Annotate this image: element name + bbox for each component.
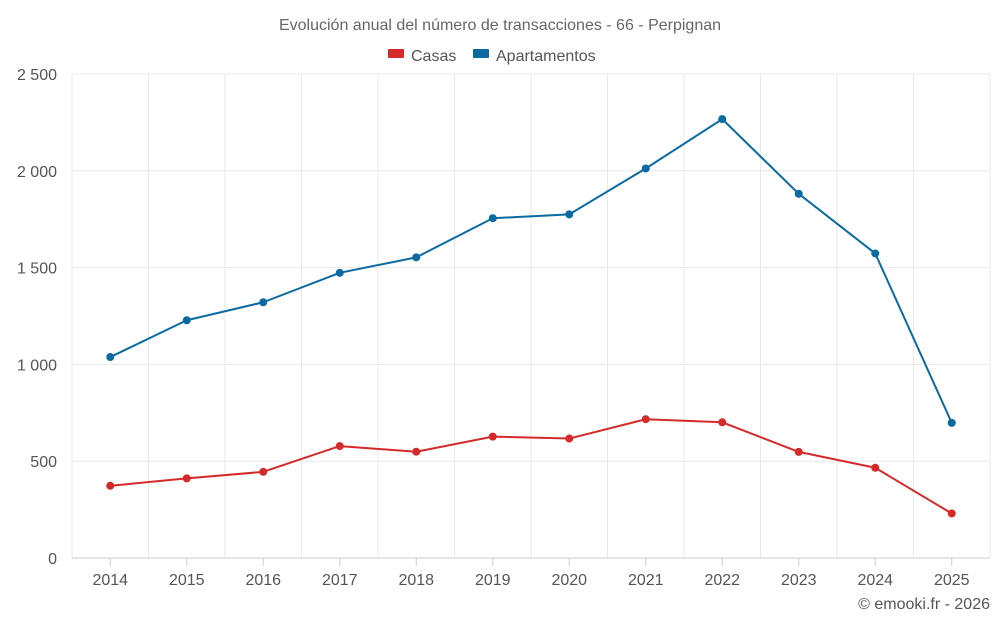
x-tick-label: 2015	[169, 572, 205, 589]
x-tick-label: 2023	[781, 572, 817, 589]
legend-item-apartamentos[interactable]: Apartamentos	[473, 48, 596, 65]
chart-title: Evolución anual del número de transaccio…	[279, 17, 721, 34]
x-tick-label: 2018	[398, 572, 434, 589]
series-line-casas	[109, 418, 953, 515]
data-point-casas[interactable]	[106, 481, 115, 490]
x-tick-label: 2025	[934, 572, 970, 589]
y-tick-label: 2 500	[17, 67, 57, 84]
data-point-casas[interactable]	[335, 442, 344, 451]
y-tick-label: 0	[48, 551, 57, 568]
data-point-casas[interactable]	[565, 434, 574, 443]
credit-text: © emooki.fr - 2026	[858, 596, 990, 613]
y-axis-ticks: 0 500 1 000 1 500 2 000 2 500	[17, 67, 57, 568]
x-axis-ticks: 2014 2015 2016 2017 2018 2019 2020 2021 2022 2023…	[92, 558, 970, 589]
x-tick-label: 2022	[704, 572, 740, 589]
data-point-casas[interactable]	[947, 509, 956, 518]
legend-swatch-apartamentos	[473, 49, 489, 58]
x-tick-label: 2024	[857, 572, 893, 589]
data-point-apartamentos[interactable]	[794, 189, 803, 198]
data-point-apartamentos[interactable]	[718, 115, 727, 124]
x-tick-label: 2016	[245, 572, 281, 589]
y-tick-label: 2 000	[17, 164, 57, 181]
x-gridlines	[71, 74, 991, 558]
x-tick-label: 2021	[628, 572, 664, 589]
data-point-apartamentos[interactable]	[641, 164, 650, 173]
data-point-casas[interactable]	[718, 418, 727, 427]
data-point-casas[interactable]	[259, 467, 268, 476]
data-point-casas[interactable]	[641, 415, 650, 424]
series-line-apartamentos	[109, 118, 953, 424]
data-point-casas[interactable]	[412, 447, 421, 456]
x-tick-label: 2017	[322, 572, 358, 589]
legend[interactable]: Casas Apartamentos	[388, 48, 596, 65]
legend-item-casas[interactable]: Casas	[388, 48, 456, 65]
legend-swatch-casas	[388, 49, 404, 58]
data-point-casas[interactable]	[182, 474, 191, 483]
x-tick-label: 2020	[551, 572, 587, 589]
data-point-casas[interactable]	[794, 447, 803, 456]
series-casas	[106, 415, 956, 518]
y-tick-label: 1 000	[17, 357, 57, 374]
data-point-apartamentos[interactable]	[259, 298, 268, 307]
series-layer	[106, 115, 956, 518]
x-tick-label: 2019	[475, 572, 511, 589]
data-point-apartamentos[interactable]	[871, 249, 880, 258]
legend-label-apartamentos: Apartamentos	[496, 48, 596, 65]
data-point-casas[interactable]	[871, 463, 880, 472]
y-tick-label: 1 500	[17, 261, 57, 278]
data-point-apartamentos[interactable]	[182, 316, 191, 325]
data-point-apartamentos[interactable]	[412, 253, 421, 262]
legend-label-casas: Casas	[411, 48, 456, 65]
data-point-apartamentos[interactable]	[565, 210, 574, 219]
y-tick-label: 500	[30, 454, 57, 471]
data-point-apartamentos[interactable]	[947, 418, 956, 427]
x-tick-label: 2014	[92, 572, 128, 589]
data-point-apartamentos[interactable]	[335, 268, 344, 277]
data-point-apartamentos[interactable]	[106, 353, 115, 362]
data-point-apartamentos[interactable]	[488, 214, 497, 223]
series-apartamentos	[106, 115, 956, 427]
data-point-casas[interactable]	[488, 432, 497, 441]
